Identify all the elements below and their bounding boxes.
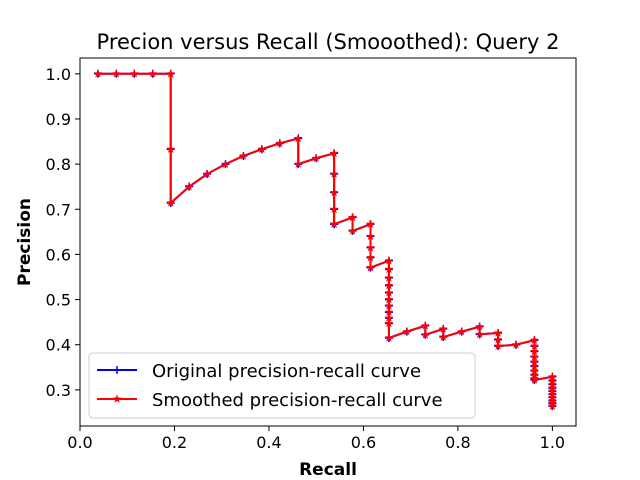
y-tick-label: 0.4 — [46, 336, 71, 355]
data-point — [202, 169, 212, 178]
data-point — [384, 313, 394, 322]
data-point — [530, 341, 539, 350]
data-point — [457, 327, 467, 336]
y-axis-label: Precision — [15, 198, 35, 286]
plot-frame — [79, 57, 577, 427]
y-tick-label: 0.6 — [46, 245, 71, 264]
data-point — [384, 264, 394, 274]
series-layer — [93, 69, 557, 411]
x-tick-label: 0.0 — [67, 433, 92, 452]
data-point — [530, 375, 539, 384]
data-point — [166, 69, 176, 78]
series-smoothed — [93, 69, 557, 410]
data-point — [348, 226, 357, 235]
data-point — [420, 321, 430, 330]
data-point — [329, 204, 339, 213]
data-point — [384, 301, 394, 310]
data-point — [366, 231, 375, 241]
data-point — [293, 159, 303, 168]
data-point — [475, 322, 485, 331]
data-point — [384, 288, 394, 297]
x-tick-label: 0.4 — [256, 433, 281, 452]
data-point — [530, 335, 539, 344]
data-point — [438, 324, 448, 333]
y-tick-label: 0.9 — [46, 110, 71, 129]
data-point — [530, 357, 539, 366]
data-point — [511, 340, 521, 349]
legend-marker-smoothed — [112, 394, 122, 403]
data-point — [493, 341, 503, 350]
data-point — [348, 212, 357, 222]
data-point — [493, 335, 503, 344]
y-tick-label: 0.5 — [46, 291, 71, 310]
data-point — [239, 151, 248, 160]
data-point — [112, 69, 121, 78]
y-tick-label: 0.7 — [46, 200, 71, 219]
data-point — [221, 159, 230, 168]
data-point — [311, 153, 321, 162]
data-point — [384, 280, 394, 290]
data-point — [329, 187, 339, 197]
x-tick-label: 0.2 — [162, 433, 187, 452]
data-point — [420, 330, 430, 339]
y-tick-label: 0.8 — [46, 155, 71, 174]
data-point — [384, 256, 394, 265]
x-axis: 0.0 0.2 0.4 0.6 0.8 1.0 — [67, 426, 565, 452]
legend-marker-original — [113, 366, 121, 374]
y-tick-label: 0.3 — [46, 381, 71, 400]
data-point — [329, 219, 339, 228]
data-point — [166, 144, 176, 153]
data-point — [384, 273, 394, 282]
legend: Original precision-recall curve Smoothed… — [88, 352, 476, 419]
data-point — [148, 69, 158, 78]
data-point — [493, 328, 503, 337]
data-point — [275, 138, 285, 148]
legend-label-smoothed: Smoothed precision-recall curve — [152, 390, 443, 411]
data-point — [184, 182, 194, 191]
data-point — [530, 346, 539, 356]
chart-title: Precion versus Recall (Smooothed): Query… — [97, 30, 560, 54]
data-point — [129, 69, 139, 78]
data-point — [548, 401, 557, 410]
y-tick-label: 1.0 — [46, 65, 71, 84]
legend-box — [88, 352, 476, 419]
data-point — [293, 133, 303, 143]
data-point — [366, 262, 375, 272]
data-point — [530, 361, 539, 371]
data-point — [530, 352, 539, 361]
data-point — [166, 198, 176, 207]
data-point — [438, 332, 448, 341]
data-point — [329, 169, 339, 178]
x-tick-label: 0.8 — [445, 433, 470, 452]
x-tick-label: 1.0 — [540, 433, 565, 452]
legend-label-original: Original precision-recall curve — [152, 361, 421, 382]
data-point — [402, 327, 412, 336]
data-point — [384, 307, 394, 316]
x-axis-label: Recall — [299, 460, 357, 480]
data-point — [366, 219, 375, 228]
data-point — [475, 329, 485, 339]
y-axis: 0.3 0.4 0.5 0.6 0.7 0.8 0.9 1.0 — [46, 65, 80, 400]
x-tick-label: 0.6 — [351, 433, 376, 452]
data-point — [257, 144, 267, 153]
data-point — [93, 69, 103, 78]
data-point — [366, 243, 375, 252]
data-point — [384, 318, 394, 328]
data-point — [384, 333, 394, 342]
data-point — [366, 252, 375, 262]
data-point — [329, 148, 339, 157]
data-point — [384, 294, 394, 304]
